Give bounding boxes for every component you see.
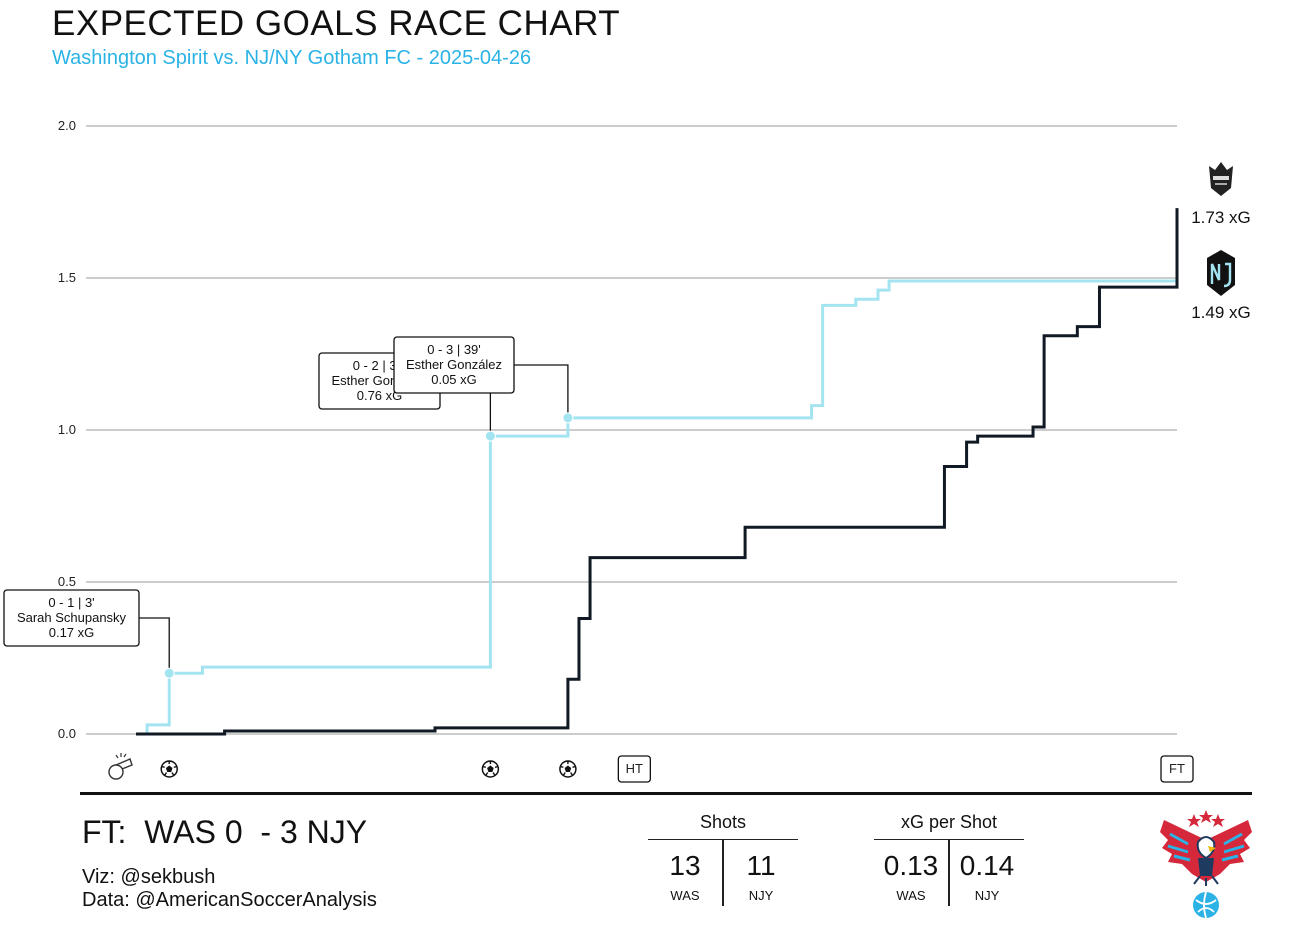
shots-stat: Shots 13 WAS 11 NJY	[648, 812, 798, 906]
footer-divider	[80, 792, 1252, 795]
marker-ft: FT	[1160, 755, 1194, 783]
series-line-was	[136, 208, 1179, 736]
annotation-xg: 0.17 xG	[49, 625, 95, 640]
annotation-player: Sarah Schupansky	[17, 610, 127, 625]
shots-was-team: WAS	[670, 888, 700, 903]
soccer-ball-icon	[481, 760, 500, 778]
chart-subtitle: Washington Spirit vs. NJ/NY Gotham FC - …	[52, 47, 532, 69]
xg-per-shot-stat: xG per Shot 0.13 WAS 0.14 NJY	[874, 812, 1024, 906]
marker-ht: HT	[617, 755, 652, 783]
soccer-ball-icon	[160, 760, 178, 778]
xg-per-shot-was-value: 0.13	[883, 850, 939, 881]
was-end-label: 1.73 xG	[1191, 208, 1251, 227]
goal-point	[562, 412, 574, 424]
soccer-ball-icon	[559, 760, 577, 778]
gotham-fc-crest-icon	[1207, 250, 1235, 296]
svg-text:HT: HT	[626, 761, 643, 776]
y-tick-label: 1.5	[58, 270, 76, 285]
washington-spirit-crest-icon	[1209, 162, 1233, 196]
goal-point	[484, 430, 496, 442]
shots-was-value: 13	[669, 850, 701, 881]
xg-per-shot-was-team: WAS	[896, 888, 926, 903]
xg-per-shot-title: xG per Shot	[874, 812, 1024, 840]
y-tick-label: 1.0	[58, 422, 76, 437]
asa-eagle-logo	[1160, 810, 1252, 919]
shots-title: Shots	[648, 812, 798, 840]
series-line-njy	[136, 279, 1177, 736]
svg-text:FT: FT	[1169, 761, 1185, 776]
annotation-score: 0 - 1 | 3'	[48, 595, 94, 610]
annotation-score: 0 - 2 | 32'	[353, 358, 407, 373]
xg-per-shot-njy-value: 0.14	[959, 850, 1015, 881]
xg-race-chart: 0.0 0.5 1.0 1.5 2.0 0 - 1 | 3'Sarah Schupans…	[3, 118, 1251, 783]
annotation-xg: 0.76 xG	[357, 388, 403, 403]
chart-title: EXPECTED GOALS RACE CHART	[52, 4, 621, 43]
annotation-player: Esther González	[406, 357, 502, 372]
final-score: FT: WAS 0 - 3 NJY	[82, 814, 368, 850]
shots-njy-value: 11	[746, 850, 776, 881]
annotation-xg: 0.05 xG	[431, 372, 477, 387]
goal-point	[163, 667, 175, 679]
whistle-icon	[108, 753, 133, 780]
xg-per-shot-njy-team: NJY	[974, 888, 1000, 903]
viz-credit: Viz: @sekbush	[82, 866, 216, 888]
njy-end-label: 1.49 xG	[1191, 303, 1251, 322]
data-credit: Data: @AmericanSoccerAnalysis	[82, 889, 377, 911]
y-tick-label: 0.0	[58, 726, 76, 741]
shots-njy-team: NJY	[748, 888, 774, 903]
y-tick-label: 2.0	[58, 118, 76, 133]
y-tick-label: 0.5	[58, 574, 76, 589]
annotation-score: 0 - 3 | 39'	[427, 342, 481, 357]
